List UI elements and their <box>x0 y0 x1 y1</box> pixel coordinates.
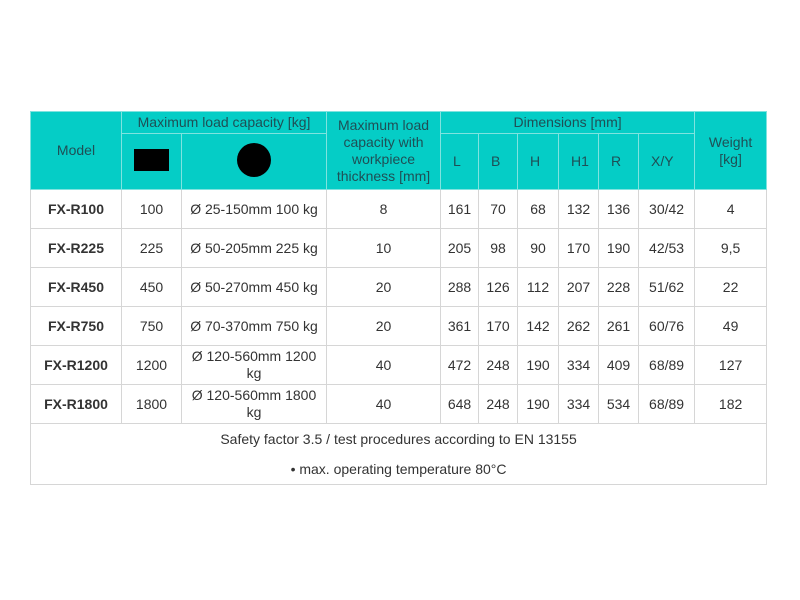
cell-rect: 750 <box>121 306 182 346</box>
cell-xy: 42/53 <box>638 228 696 268</box>
header-dim-h1: H1 <box>558 133 600 190</box>
cell-thickness: 10 <box>326 228 442 268</box>
cell-round: Ø 120-560mm 1800 kg <box>180 384 328 424</box>
cell-l: 161 <box>440 189 480 229</box>
header-dimensions: Dimensions [mm] <box>440 111 696 134</box>
cell-h1: 132 <box>558 189 600 229</box>
cell-thickness: 40 <box>326 345 442 385</box>
cell-round: Ø 50-270mm 450 kg <box>180 267 328 307</box>
cell-xy: 60/76 <box>638 306 696 346</box>
header-weight: Weight [kg] <box>694 111 768 190</box>
cell-b: 70 <box>478 189 519 229</box>
circle-icon <box>237 142 271 177</box>
cell-r: 534 <box>598 384 640 424</box>
cell-rect: 1200 <box>121 345 182 385</box>
cell-h: 190 <box>517 345 560 385</box>
cell-h: 90 <box>517 228 560 268</box>
cell-thickness: 20 <box>326 306 442 346</box>
header-dim-r: R <box>598 133 640 190</box>
cell-weight: 22 <box>694 267 768 307</box>
cell-h: 68 <box>517 189 560 229</box>
cell-r: 136 <box>598 189 640 229</box>
cell-rect: 225 <box>121 228 182 268</box>
cell-model: FX-R450 <box>30 267 122 307</box>
cell-h1: 262 <box>558 306 600 346</box>
table-row: FX-R1800 1800 Ø 120-560mm 1800 kg 40 648 248 1… <box>30 384 768 424</box>
header-max-load: Maximum load capacity [kg] <box>120 111 328 134</box>
cell-model: FX-R1200 <box>30 345 122 385</box>
cell-round: Ø 120-560mm 1200 kg <box>180 345 328 385</box>
cell-r: 261 <box>598 306 640 346</box>
table-row: FX-R100 100 Ø 25-150mm 100 kg 8 161 70 68 132 13… <box>30 189 768 229</box>
cell-xy: 51/62 <box>638 267 696 307</box>
header-rect-shape <box>121 133 182 190</box>
header-max-load-thickness: Maximum load capacity with workpiece thi… <box>326 111 442 190</box>
cell-rect: 100 <box>121 189 182 229</box>
header-dim-b: B <box>478 133 519 190</box>
table-row: FX-R450 450 Ø 50-270mm 450 kg 20 288 126 112 20… <box>30 267 768 307</box>
cell-l: 205 <box>440 228 480 268</box>
rectangle-icon <box>134 148 169 171</box>
cell-h: 190 <box>517 384 560 424</box>
cell-b: 248 <box>478 384 519 424</box>
cell-weight: 49 <box>694 306 768 346</box>
cell-l: 472 <box>440 345 480 385</box>
cell-model: FX-R225 <box>30 228 122 268</box>
cell-l: 288 <box>440 267 480 307</box>
cell-b: 248 <box>478 345 519 385</box>
cell-rect: 450 <box>121 267 182 307</box>
cell-r: 409 <box>598 345 640 385</box>
cell-xy: 68/89 <box>638 345 696 385</box>
header-dim-h: H <box>517 133 560 190</box>
cell-b: 170 <box>478 306 519 346</box>
table-row: FX-R225 225 Ø 50-205mm 225 kg 10 205 98 90 170 1… <box>30 228 768 268</box>
cell-l: 648 <box>440 384 480 424</box>
cell-r: 190 <box>598 228 640 268</box>
cell-model: FX-R1800 <box>30 384 122 424</box>
table-row: FX-R1200 1200 Ø 120-560mm 1200 kg 40 472 248 1… <box>30 345 768 385</box>
cell-xy: 68/89 <box>638 384 696 424</box>
cell-weight: 9,5 <box>694 228 768 268</box>
cell-b: 98 <box>478 228 519 268</box>
cell-h1: 334 <box>558 345 600 385</box>
cell-b: 126 <box>478 267 519 307</box>
cell-r: 228 <box>598 267 640 307</box>
cell-h1: 334 <box>558 384 600 424</box>
cell-round: Ø 50-205mm 225 kg <box>180 228 328 268</box>
cell-weight: 127 <box>694 345 768 385</box>
cell-xy: 30/42 <box>638 189 696 229</box>
cell-h: 112 <box>517 267 560 307</box>
cell-h: 142 <box>517 306 560 346</box>
footer-notes: Safety factor 3.5 / test procedures acco… <box>29 423 768 485</box>
cell-round: Ø 70-370mm 750 kg <box>180 306 328 346</box>
table-row: FX-R750 750 Ø 70-370mm 750 kg 20 361 170 142 26… <box>30 306 768 346</box>
cell-thickness: 20 <box>326 267 442 307</box>
cell-thickness: 40 <box>326 384 442 424</box>
specification-table: Model Maximum load capacity [kg] Maximum… <box>29 111 768 485</box>
cell-h1: 170 <box>558 228 600 268</box>
header-dim-l: L <box>440 133 480 190</box>
cell-h1: 207 <box>558 267 600 307</box>
cell-weight: 4 <box>694 189 768 229</box>
footer-safety-factor: Safety factor 3.5 / test procedures acco… <box>220 431 577 447</box>
footer-temperature: • max. operating temperature 80°C <box>290 461 507 477</box>
cell-model: FX-R100 <box>30 189 122 229</box>
header-round-shape <box>180 133 328 190</box>
header-model: Model <box>30 111 122 190</box>
cell-weight: 182 <box>694 384 768 424</box>
cell-rect: 1800 <box>121 384 182 424</box>
cell-l: 361 <box>440 306 480 346</box>
header-dim-xy: X/Y <box>638 133 696 190</box>
cell-model: FX-R750 <box>30 306 122 346</box>
cell-round: Ø 25-150mm 100 kg <box>180 189 328 229</box>
cell-thickness: 8 <box>326 189 442 229</box>
